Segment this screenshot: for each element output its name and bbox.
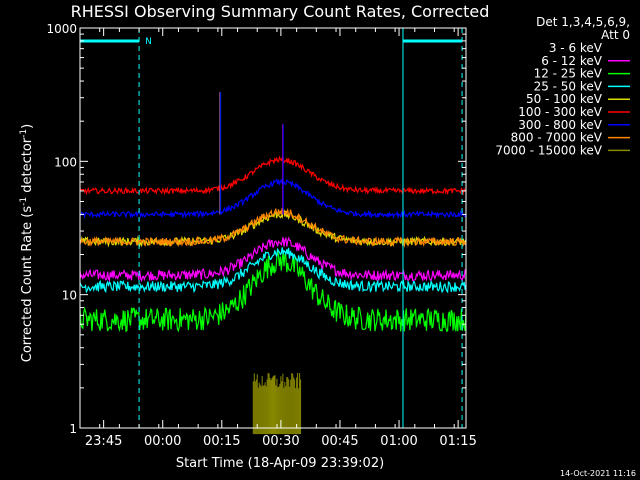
- y-tick-label-1: 10: [62, 289, 77, 303]
- series-100-300-kev: [79, 155, 467, 196]
- night-overlay-layer: N: [79, 28, 463, 428]
- legend-label-7000-15000-kev: 7000 - 15000 keV: [495, 143, 602, 157]
- plot-frame: [79, 27, 467, 429]
- x-tick-label-0: 23:45: [85, 434, 122, 449]
- x-tick-label-3: 00:30: [262, 434, 299, 449]
- x-tick-label-1: 00:00: [144, 434, 181, 449]
- series-25-50-kev: [79, 247, 467, 294]
- series-300-800-kev: [79, 178, 467, 220]
- x-tick-label-4: 00:45: [321, 434, 358, 449]
- legend-label-300-800-kev: 300 - 800 keV: [518, 118, 602, 132]
- chart-title: RHESSI Observing Summary Count Rates, Co…: [71, 2, 490, 21]
- x-tick-label-6: 01:15: [439, 434, 476, 449]
- legend-header-2: Att 0: [601, 28, 630, 42]
- timestamp: 14-Oct-2021 11:16: [560, 469, 636, 478]
- y-tick-label-0: 1: [69, 422, 77, 436]
- night-bar-label: N: [145, 37, 152, 47]
- y-tick-label-3: 1000: [46, 22, 77, 36]
- series-12-25-kev: [79, 249, 467, 333]
- legend-label-100-300-kev: 100 - 300 keV: [518, 105, 602, 119]
- legend-label-800-7000-kev: 800 - 7000 keV: [511, 131, 603, 145]
- y-tick-label-2: 100: [54, 155, 77, 169]
- axes-layer: 1 10 100 1000 23:45 00:00 00:15 00:30 00:45 01:00…: [46, 22, 476, 449]
- x-tick-label-5: 01:00: [380, 434, 417, 449]
- series-6-12-kev: [79, 236, 467, 283]
- x-tick-label-2: 00:15: [203, 434, 240, 449]
- legend-label-3-6-kev: 3 - 6 keV: [549, 41, 603, 55]
- legend-label-12-25-kev: 12 - 25 keV: [534, 67, 603, 81]
- legend-label-6-12-kev: 6 - 12 keV: [541, 54, 603, 68]
- y-axis-label: Corrected Count Rate (s-1 detector-1): [19, 124, 35, 362]
- legend-label-50-100-kev: 50 - 100 keV: [526, 92, 603, 106]
- series-layer: [79, 92, 467, 435]
- series-800-7000-kev: [79, 207, 467, 248]
- series-7000-15000-kev: [252, 373, 302, 435]
- x-axis-label: Start Time (18-Apr-09 23:39:02): [176, 456, 384, 471]
- legend-label-25-50-kev: 25 - 50 keV: [534, 79, 603, 93]
- legend-header-1: Det 1,3,4,5,6,9,: [536, 15, 630, 29]
